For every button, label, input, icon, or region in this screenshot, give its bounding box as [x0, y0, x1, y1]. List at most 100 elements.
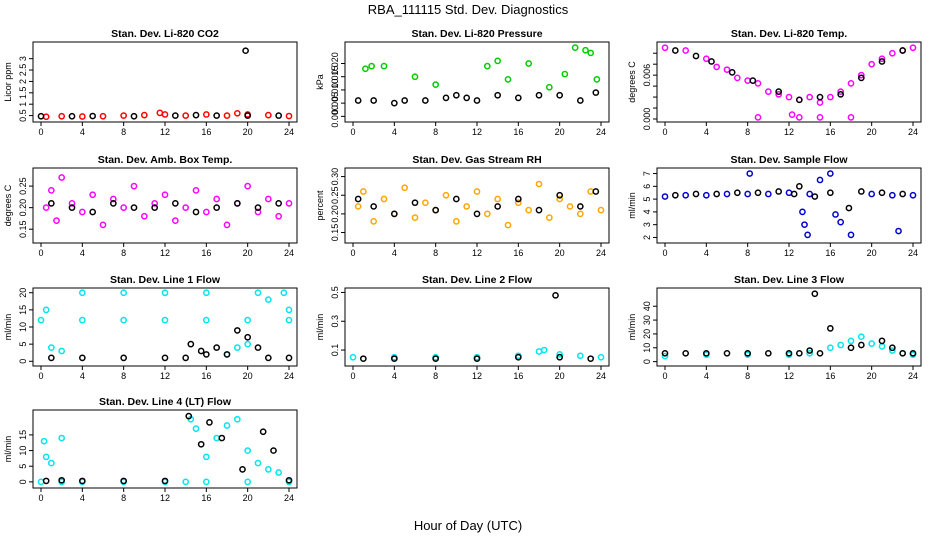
x-tick-label: 8 [433, 371, 438, 381]
data-point [806, 93, 814, 101]
data-point [37, 478, 45, 486]
y-axis-label: ml/min [627, 192, 637, 219]
data-point [566, 203, 574, 210]
x-tick-label: 12 [784, 127, 794, 137]
data-point [764, 190, 772, 198]
data-point [285, 476, 293, 484]
data-point [587, 49, 595, 57]
data-point [120, 316, 128, 324]
data-point [233, 344, 241, 351]
data-point [254, 344, 262, 351]
chart-panel: Stan. Dev. Line 2 Flow ml/min 0 4 8 12 16 20 24 0… [315, 274, 610, 381]
data-point [878, 55, 886, 63]
chart-panel: Stan. Dev. Line 4 (LT) Flow ml/min 0 4 8 12 16… [3, 396, 298, 503]
data-point [140, 111, 148, 119]
y-tick-label: 0.3 [330, 315, 340, 328]
data-point [576, 203, 584, 210]
data-point [556, 195, 564, 203]
x-tick-label: 4 [392, 371, 397, 381]
data-point [868, 60, 876, 68]
y-tick-label: 5 [18, 342, 28, 347]
data-point [895, 227, 902, 235]
data-point [452, 91, 460, 99]
data-point [826, 344, 834, 352]
data-point [552, 291, 559, 299]
x-tick-label: 24 [284, 371, 294, 381]
data-point [223, 221, 231, 229]
data-point [254, 459, 262, 467]
y-tick-label: 3 [642, 222, 652, 227]
data-point [576, 210, 584, 218]
y-axis-label: ml/min [315, 314, 325, 341]
data-point [411, 214, 419, 221]
x-tick-label: 16 [201, 371, 211, 381]
x-tick-label: 24 [908, 248, 918, 258]
y-axis-label: degrees C [3, 184, 13, 226]
data-point [592, 188, 600, 195]
data-point [58, 434, 66, 442]
data-point [89, 191, 97, 199]
data-point [202, 208, 210, 216]
data-point [244, 182, 252, 190]
data-point [53, 217, 60, 224]
data-point [728, 69, 736, 76]
panel-title: Stan. Dev. Sample Flow [730, 154, 848, 166]
data-point [837, 218, 845, 226]
x-tick-label: 12 [784, 248, 794, 258]
data-point [161, 316, 169, 324]
y-tick-label: 0.006 [642, 64, 652, 87]
y-tick-label: 30 [642, 315, 652, 325]
data-point [692, 190, 700, 198]
x-tick-label: 20 [243, 371, 253, 381]
data-point [556, 91, 564, 99]
data-point [494, 195, 502, 203]
y-tick-label: 1.5 [18, 87, 28, 100]
data-point [68, 204, 76, 212]
data-point [754, 80, 762, 87]
data-point [804, 231, 811, 239]
x-tick-label: 24 [284, 248, 294, 258]
data-point [847, 337, 855, 345]
data-point [816, 114, 824, 121]
data-point [556, 191, 564, 199]
data-point [78, 316, 86, 324]
data-point [285, 112, 293, 120]
data-point [661, 44, 669, 52]
data-point [202, 351, 210, 358]
plot-frame [656, 287, 922, 367]
data-point [432, 81, 440, 88]
data-point [185, 412, 193, 420]
data-point [702, 349, 710, 357]
data-point [270, 447, 277, 454]
data-point [754, 114, 762, 121]
x-tick-label: 16 [825, 127, 835, 137]
chart-panel: Stan. Dev. Gas Stream RH percent 0 4 8 12 16 20… [315, 154, 610, 258]
data-point [795, 182, 803, 190]
data-point [514, 353, 522, 361]
data-point [878, 337, 886, 345]
y-tick-label: 0.30 [330, 168, 340, 186]
data-point [826, 325, 834, 332]
data-point [171, 217, 179, 224]
data-point [571, 44, 579, 51]
y-tick-label: 0 [18, 359, 28, 364]
y-tick-label: 2 [642, 235, 652, 240]
data-point [826, 93, 834, 101]
data-point [275, 199, 283, 207]
data-point [847, 231, 855, 239]
y-tick-label: 0.000 [642, 108, 652, 131]
data-point [275, 112, 283, 119]
x-tick-label: 12 [160, 493, 170, 503]
data-point [140, 212, 148, 220]
data-point [390, 355, 398, 363]
x-tick-label: 20 [867, 248, 877, 258]
y-tick-label: 20 [642, 329, 652, 339]
data-point [78, 354, 86, 362]
data-point [362, 65, 369, 73]
x-tick-label: 16 [825, 371, 835, 381]
x-tick-label: 0 [350, 371, 355, 381]
x-tick-label: 16 [825, 248, 835, 258]
